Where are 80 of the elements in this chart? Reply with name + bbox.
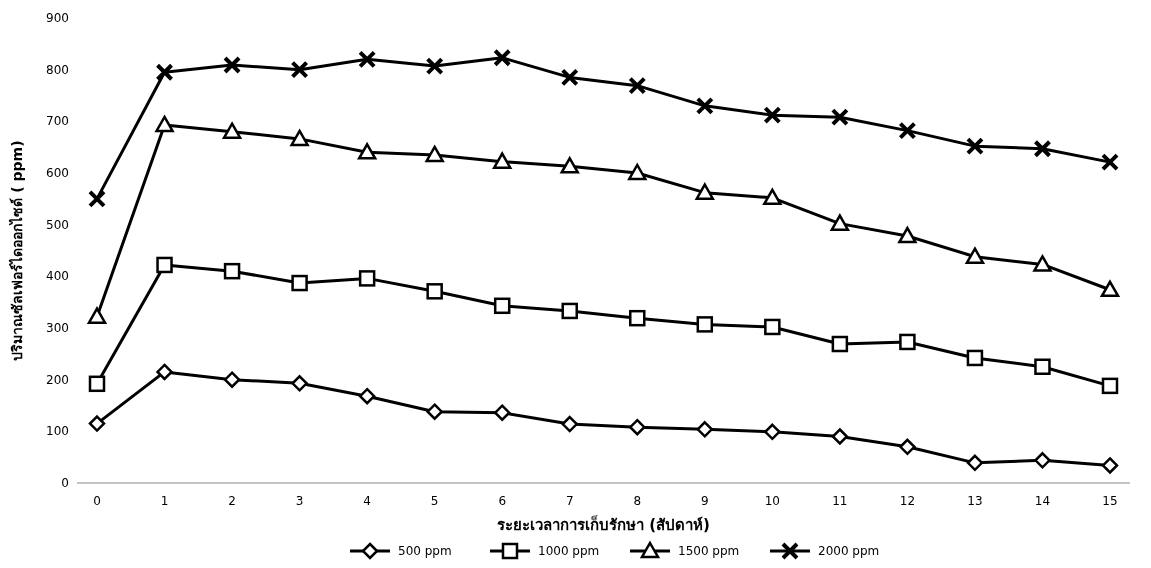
x-axis-title: ระยะเวลาการเก็บรักษา (สัปดาห์) bbox=[497, 515, 710, 534]
point bbox=[965, 247, 985, 264]
y-tick-label: 600 bbox=[46, 166, 69, 180]
point bbox=[831, 335, 849, 353]
point bbox=[695, 183, 715, 200]
point bbox=[628, 76, 647, 95]
point bbox=[1101, 153, 1119, 172]
point bbox=[223, 262, 241, 280]
point bbox=[764, 423, 781, 441]
y-tick-label: 300 bbox=[46, 321, 69, 335]
point bbox=[357, 143, 377, 160]
legend-label: 2000 ppm bbox=[818, 544, 880, 558]
point bbox=[560, 157, 579, 174]
y-tick-label: 0 bbox=[61, 476, 69, 490]
point bbox=[358, 387, 376, 405]
point bbox=[425, 145, 444, 163]
point bbox=[358, 270, 376, 287]
point bbox=[830, 108, 849, 127]
point bbox=[898, 226, 917, 244]
point bbox=[628, 163, 647, 181]
point bbox=[629, 309, 646, 327]
y-tick-label: 400 bbox=[46, 269, 69, 284]
y-tick-label: 100 bbox=[46, 424, 69, 439]
point bbox=[1033, 255, 1052, 272]
y-axis-title: ปริมาณซัลเฟอร์ไดออกไซด์ ( ppm) bbox=[8, 140, 25, 361]
point bbox=[696, 316, 714, 333]
point bbox=[156, 256, 173, 274]
point bbox=[898, 121, 917, 140]
point bbox=[358, 50, 377, 69]
point bbox=[763, 188, 782, 206]
point bbox=[493, 48, 512, 67]
point bbox=[966, 454, 984, 472]
point bbox=[1101, 377, 1119, 395]
point bbox=[223, 371, 241, 388]
point bbox=[695, 96, 714, 115]
point bbox=[764, 318, 781, 336]
point bbox=[291, 375, 308, 392]
point bbox=[561, 302, 578, 320]
point bbox=[223, 56, 242, 75]
point bbox=[87, 307, 107, 324]
point bbox=[629, 418, 646, 436]
point bbox=[88, 189, 106, 208]
point bbox=[156, 363, 173, 381]
legend-label: 1500 ppm bbox=[678, 544, 740, 558]
point bbox=[899, 438, 916, 456]
point bbox=[830, 214, 850, 231]
point bbox=[492, 152, 512, 169]
point bbox=[493, 404, 511, 421]
y-tick-label: 800 bbox=[46, 62, 69, 77]
point bbox=[426, 403, 443, 420]
y-tick-label: 900 bbox=[46, 11, 69, 25]
point bbox=[155, 115, 174, 133]
legend-label: 1000 ppm bbox=[538, 544, 600, 558]
point bbox=[155, 63, 174, 82]
y-tick-label: 500 bbox=[46, 217, 69, 232]
point bbox=[763, 106, 782, 125]
point bbox=[965, 137, 984, 156]
point bbox=[290, 60, 309, 79]
point bbox=[88, 375, 106, 393]
point bbox=[696, 421, 714, 438]
point bbox=[493, 297, 511, 315]
y-tick-label: 200 bbox=[46, 372, 69, 387]
point bbox=[1034, 452, 1051, 469]
point bbox=[222, 122, 242, 139]
point bbox=[426, 283, 443, 300]
point bbox=[831, 428, 849, 445]
y-tick-label: 700 bbox=[46, 114, 69, 129]
point bbox=[1101, 457, 1119, 474]
point bbox=[88, 415, 106, 432]
legend-label: 500 ppm bbox=[398, 544, 452, 558]
point bbox=[560, 68, 579, 87]
point bbox=[1034, 358, 1051, 375]
point bbox=[290, 129, 309, 147]
point bbox=[425, 57, 444, 76]
point bbox=[899, 333, 916, 351]
point bbox=[1033, 139, 1052, 158]
point bbox=[1100, 280, 1120, 298]
point bbox=[966, 349, 984, 367]
point bbox=[561, 415, 578, 433]
point bbox=[291, 274, 308, 292]
